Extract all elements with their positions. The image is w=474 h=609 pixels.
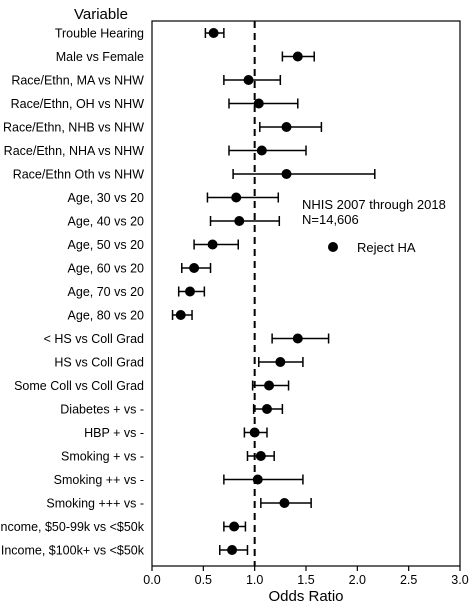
- odds-ratio-point: [256, 145, 267, 156]
- odds-ratio-point: [261, 404, 272, 414]
- row-label: Race/Ethn Oth vs NHW: [13, 168, 144, 182]
- row-label: Race/Ethn, MA vs NHW: [11, 74, 144, 88]
- row-label: Age, 60 vs 20: [68, 262, 144, 276]
- variable-header: Variable: [74, 6, 128, 23]
- plot-frame: [151, 20, 461, 567]
- row-label: HS vs Coll Grad: [54, 356, 144, 370]
- row-label: Race/Ethn, OH vs NHW: [11, 97, 145, 111]
- annotation-line-1: NHIS 2007 through 2018: [302, 197, 446, 212]
- row-label: HBP + vs -: [84, 426, 144, 440]
- odds-ratio-point: [189, 263, 200, 273]
- odds-ratio-point: [234, 216, 245, 226]
- odds-ratio-point: [175, 310, 186, 320]
- row-label: Diabetes + vs -: [60, 403, 144, 417]
- row-label: Smoking ++ vs -: [54, 473, 144, 487]
- row-label: Some Coll vs Coll Grad: [14, 379, 144, 393]
- odds-ratio-point: [292, 333, 303, 344]
- odds-ratio-point: [264, 380, 275, 391]
- x-axis-title: Odds Ratio: [268, 588, 343, 605]
- odds-ratio-point: [255, 451, 266, 461]
- x-tick-label: 0.0: [143, 573, 160, 587]
- row-label: Race/Ethn, NHB vs NHW: [3, 121, 144, 135]
- odds-ratio-point: [231, 192, 242, 203]
- row-label: Age, 40 vs 20: [68, 215, 144, 229]
- odds-ratio-point: [207, 239, 218, 250]
- odds-ratio-point: [279, 498, 290, 508]
- x-tick-label: 2.0: [349, 573, 366, 587]
- odds-ratio-point: [281, 169, 292, 179]
- odds-ratio-point: [252, 474, 263, 485]
- row-label: Male vs Female: [56, 50, 144, 64]
- row-label: Income, $100k+ vs <$50k: [1, 544, 145, 558]
- odds-ratio-point: [249, 427, 260, 438]
- x-tick-label: 2.5: [400, 573, 417, 587]
- odds-ratio-point: [292, 51, 303, 62]
- x-tick-label: 1.5: [297, 573, 314, 587]
- odds-ratio-point: [243, 75, 254, 85]
- odds-ratio-point: [281, 122, 292, 132]
- row-label: Race/Ethn, NHA vs NHW: [4, 144, 145, 158]
- row-label: Age, 80 vs 20: [68, 309, 144, 323]
- row-label: < HS vs Coll Grad: [44, 332, 144, 346]
- annotation-line-2: N=14,606: [302, 212, 359, 227]
- odds-ratio-point: [184, 286, 195, 297]
- row-label: Age, 50 vs 20: [68, 238, 144, 252]
- legend-label: Reject HA: [357, 240, 416, 255]
- row-label: Age, 70 vs 20: [68, 285, 144, 299]
- row-label: Trouble Hearing: [55, 27, 144, 41]
- x-tick-label: 3.0: [451, 573, 468, 587]
- odds-ratio-point: [275, 357, 286, 367]
- row-label: Smoking + vs -: [61, 450, 144, 464]
- odds-ratio-point: [229, 521, 240, 532]
- row-label: Income, $50-99k vs <$50k: [0, 520, 145, 534]
- odds-ratio-point: [208, 28, 219, 38]
- row-label: Age, 30 vs 20: [68, 191, 144, 205]
- odds-ratio-point: [227, 545, 238, 555]
- x-tick-label: 0.5: [195, 573, 212, 587]
- x-tick-label: 1.0: [246, 573, 263, 587]
- row-label: Smoking +++ vs -: [46, 497, 144, 511]
- odds-ratio-point: [253, 98, 264, 109]
- legend-marker: [328, 242, 338, 252]
